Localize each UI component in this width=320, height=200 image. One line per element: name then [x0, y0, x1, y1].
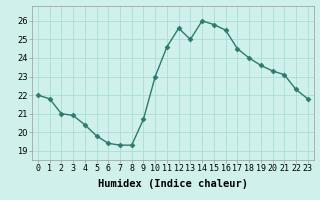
X-axis label: Humidex (Indice chaleur): Humidex (Indice chaleur): [98, 179, 248, 189]
